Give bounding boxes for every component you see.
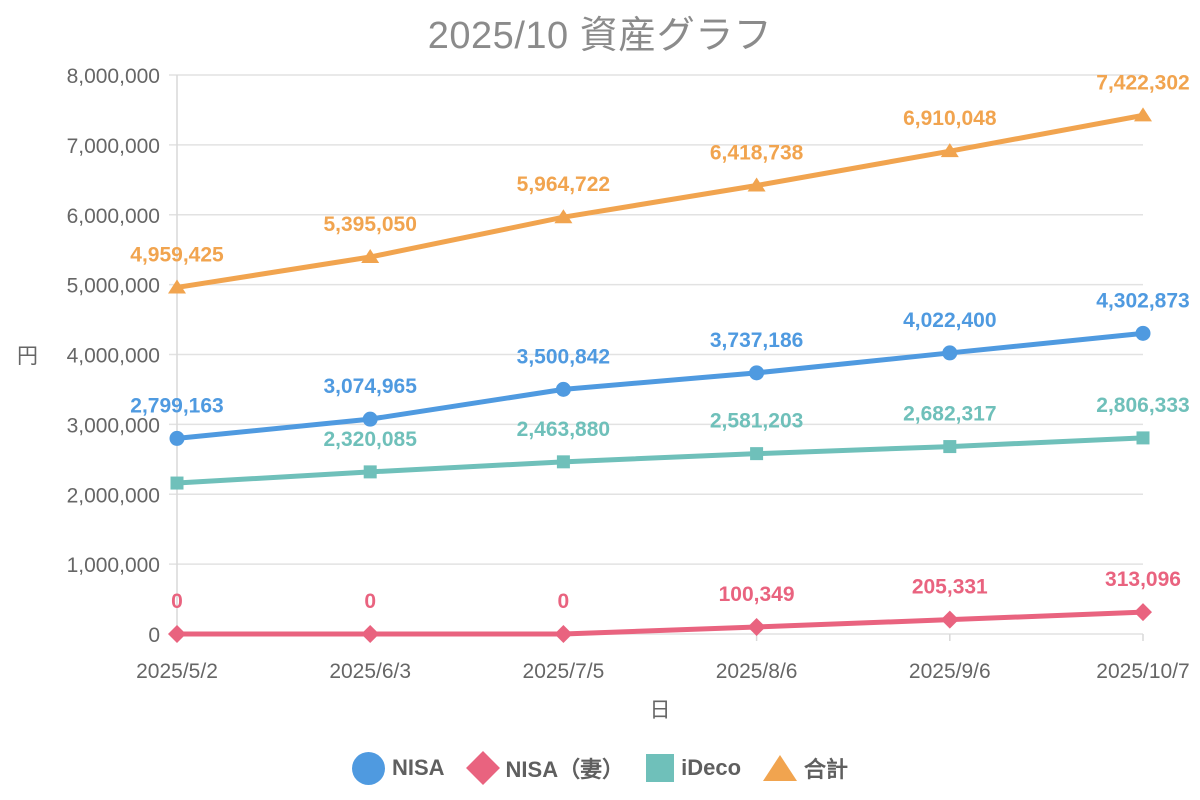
data-point-circle[interactable] [1135,325,1151,341]
legend-item-NISA（妻）[interactable]: NISA（妻） [465,751,625,785]
x-tick-label: 2025/10/7 [1096,660,1189,683]
series-line-合計 [174,112,1146,290]
data-label: 2,682,317 [903,403,996,426]
data-point-square[interactable] [943,440,957,454]
data-label: 4,959,425 [130,243,224,266]
data-point-square[interactable] [363,465,377,479]
data-point-triangle[interactable] [361,249,380,264]
data-label: 2,581,203 [710,410,803,433]
data-point-triangle[interactable] [554,209,573,224]
series-line-iDeco [174,435,1146,486]
y-tick-label: 0 [148,624,160,647]
y-tick-label: 4,000,000 [67,345,160,368]
legend: NISA NISA（妻） iDeco 合計 [0,742,1200,794]
data-point-square[interactable] [170,476,184,490]
y-tick-label: 7,000,000 [67,135,160,158]
legend-marker-square [646,754,675,782]
data-label: 313,096 [1105,568,1181,591]
legend-item-iDeco[interactable]: iDeco [646,754,741,782]
x-tick-label: 2025/8/6 [716,660,798,683]
data-point-circle[interactable] [555,381,571,397]
data-point-triangle[interactable] [1134,107,1152,122]
y-tick-label: 3,000,000 [67,414,160,437]
data-point-circle[interactable] [362,411,378,427]
y-axis-title: 円 [17,345,38,368]
chart-canvas: 0 1,000,000 2,000,000 3,000,000 4,000,000 5,0… [67,65,1190,683]
legend-marker-diamond [465,751,500,785]
data-point-square[interactable] [750,447,764,461]
data-point-square[interactable] [556,455,570,469]
data-label: 3,074,965 [323,375,417,398]
data-point-triangle[interactable] [168,279,186,294]
legend-marker-circle [351,751,385,785]
data-point-diamond[interactable] [1134,603,1152,622]
legend-label: NISA [391,755,445,780]
legend-label: 合計 [804,757,849,782]
y-tick-label: 1,000,000 [67,554,160,577]
data-point-diamond[interactable] [747,617,766,636]
x-tick-label: 2025/5/2 [136,660,218,683]
y-tick-label: 8,000,000 [67,65,160,88]
data-label: 4,302,873 [1096,289,1189,312]
data-point-diamond[interactable] [940,610,959,629]
y-tick-label: 2,000,000 [67,484,160,507]
data-point-diamond[interactable] [168,625,186,643]
data-label: 0 [364,590,376,613]
chart-title: 2025/10 資産グラフ [427,15,773,57]
data-point-diamond[interactable] [361,625,380,643]
data-point-triangle[interactable] [747,177,766,192]
data-label: 4,022,400 [903,309,996,332]
data-label: 2,320,085 [323,428,417,451]
data-label: 2,463,880 [517,418,610,441]
data-point-triangle[interactable] [940,143,959,158]
data-label: 7,422,302 [1096,71,1189,94]
y-tick-label: 6,000,000 [67,205,160,228]
legend-item-合計[interactable]: 合計 [763,752,848,784]
x-tick-label: 2025/9/6 [909,660,991,683]
data-point-circle[interactable] [749,365,765,381]
legend-label: NISA（妻） [505,757,625,782]
data-label: 205,331 [912,576,988,599]
data-label: 100,349 [719,583,795,606]
data-label: 2,799,163 [130,394,223,417]
data-label: 2,806,333 [1096,394,1189,417]
legend-marker-triangle [763,755,798,781]
data-label: 5,964,722 [517,173,610,196]
x-tick-label: 2025/7/5 [523,660,605,683]
data-label: 5,395,050 [323,213,416,236]
data-label: 0 [171,590,183,613]
y-tick-label: 5,000,000 [67,275,160,298]
series-line-NISA [174,330,1146,441]
data-point-square[interactable] [1136,431,1150,445]
legend-item-NISA[interactable]: NISA [351,751,445,785]
series-line-NISA（妻） [174,609,1146,637]
data-label: 3,737,186 [710,329,803,352]
data-point-circle[interactable] [169,430,185,446]
x-axis-title: 日 [649,699,671,722]
data-label: 6,910,048 [903,107,997,130]
data-label: 3,500,842 [517,345,610,368]
x-tick-label: 2025/6/3 [329,660,411,683]
data-point-diamond[interactable] [554,625,573,643]
legend-label: iDeco [681,755,742,780]
data-label: 0 [558,590,570,613]
data-point-circle[interactable] [942,345,958,361]
data-label: 6,418,738 [710,141,804,164]
